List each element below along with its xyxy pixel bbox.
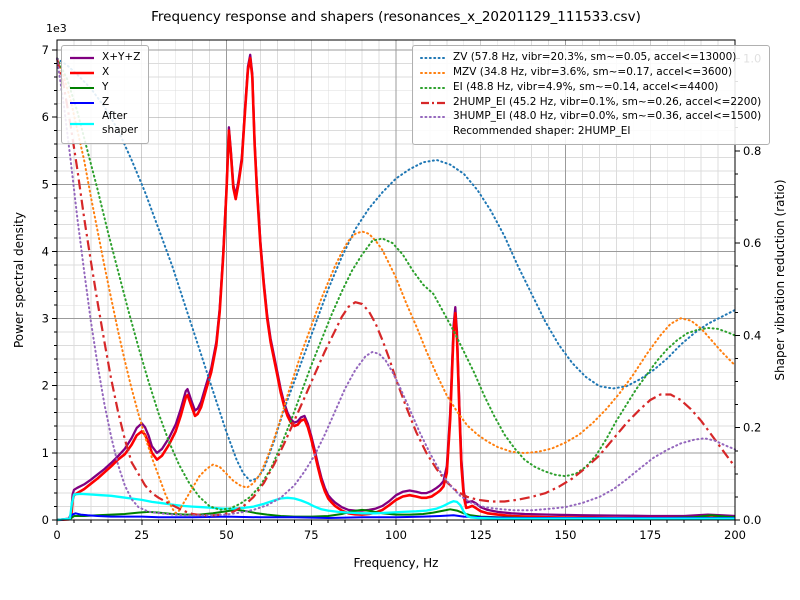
legend-label: 3HUMP_EI (48.0 Hz, vibr=0.0%, sm~=0.36, …: [453, 110, 762, 123]
series-2hump-ei: [55, 58, 736, 517]
legend-label: X: [102, 65, 110, 78]
legend-label: MZV (34.8 Hz, vibr=3.6%, sm~=0.17, accel…: [453, 65, 733, 78]
legend-label: Y: [102, 80, 109, 93]
legend-label: ZV (57.8 Hz, vibr=20.3%, sm~=0.05, accel…: [453, 51, 737, 63]
legend-label: EI (48.8 Hz, vibr=4.9%, sm~=0.14, accel<…: [453, 80, 719, 93]
x-y-z-line-swatch: [69, 54, 95, 62]
tick-label: 0.6: [743, 236, 761, 250]
tick-label: 50: [219, 528, 234, 542]
tick-label: 3: [42, 312, 49, 326]
ei-line-swatch: [420, 84, 446, 92]
legend-item-y: Y: [69, 81, 140, 95]
series-3hump-ei: [56, 57, 736, 517]
tick-label: 4: [42, 244, 49, 258]
tick-label: 6: [42, 110, 49, 124]
x-line-swatch: [69, 69, 95, 77]
series-x: [56, 56, 736, 522]
measured-signals-legend: X+Y+Z X Y Z After shaper: [61, 45, 150, 145]
tick-label: 0.0: [743, 513, 761, 527]
tick-label: 7: [42, 43, 49, 57]
tick-label: 75: [304, 528, 319, 542]
x-axis-label: Frequency, Hz: [353, 556, 439, 570]
tick-label: 125: [470, 528, 492, 542]
tick-label: 0.2: [743, 421, 761, 435]
legend-label: After shaper: [102, 110, 139, 137]
tick-label: 2: [42, 379, 49, 393]
zv-line-swatch: [420, 54, 446, 62]
tick-label: 0.8: [743, 144, 761, 158]
tick-label: 175: [639, 528, 661, 542]
legend-label: X+Y+Z: [102, 51, 141, 63]
legend-item-2hump-ei: 2HUMP_EI (45.2 Hz, vibr=0.1%, sm~=0.26, …: [420, 96, 761, 110]
2hump-ei-line-swatch: [420, 99, 446, 107]
legend-item-after-shaper: After shaper: [69, 110, 140, 138]
tick-label: 5: [42, 177, 49, 191]
y-axis-label: Power spectral density: [12, 211, 26, 349]
tick-label: 1: [42, 446, 49, 460]
after-shaper-line-swatch: [69, 120, 95, 128]
axis-ticks: [52, 49, 740, 525]
legend-item-3hump-ei: 3HUMP_EI (48.0 Hz, vibr=0.0%, sm~=0.36, …: [420, 110, 761, 124]
y-axis-offset-label: 1e3: [46, 22, 67, 35]
legend-item-x: X: [69, 66, 140, 80]
chart-title: Frequency response and shapers (resonanc…: [151, 9, 641, 25]
3hump-ei-line-swatch: [420, 113, 446, 121]
legend-label: Z: [102, 95, 110, 108]
tick-label: 200: [724, 528, 746, 542]
series-mzv: [56, 57, 736, 515]
tick-label: 100: [385, 528, 407, 542]
tick-label: 0: [53, 528, 60, 542]
mzv-line-swatch: [420, 69, 446, 77]
series-lines: [55, 53, 736, 522]
tick-label: 25: [134, 528, 149, 542]
series-ei: [56, 57, 736, 511]
legend-item-recommended-shaper: Recommended shaper: 2HUMP_EI: [420, 125, 761, 139]
shapers-legend: ZV (57.8 Hz, vibr=20.3%, sm~=0.05, accel…: [412, 45, 771, 146]
legend-item-mzv: MZV (34.8 Hz, vibr=3.6%, sm~=0.17, accel…: [420, 66, 761, 80]
legend-label: Recommended shaper: 2HUMP_EI: [453, 125, 631, 138]
tick-label: 150: [555, 528, 577, 542]
y-line-swatch: [69, 84, 95, 92]
series-after-shaper: [56, 492, 735, 522]
legend-item-ei: EI (48.8 Hz, vibr=4.9%, sm~=0.14, accel<…: [420, 81, 761, 95]
tick-label: 0.4: [743, 328, 761, 342]
legend-item-z: Z: [69, 96, 140, 110]
legend-item-x-y-z: X+Y+Z: [69, 51, 140, 65]
legend-label: 2HUMP_EI (45.2 Hz, vibr=0.1%, sm~=0.26, …: [453, 95, 762, 108]
right-y-axis-label: Shaper vibration reduction (ratio): [773, 179, 787, 381]
z-line-swatch: [69, 99, 95, 107]
tick-labels: 0 25 50 75 100 125 150 175 200 0 1 2 3 4 5 6 7 0.0 0.2 0.4 0…: [42, 43, 762, 542]
legend-item-zv: ZV (57.8 Hz, vibr=20.3%, sm~=0.05, accel…: [420, 51, 761, 65]
tick-label: 0: [42, 513, 49, 527]
series-zv: [56, 57, 736, 482]
